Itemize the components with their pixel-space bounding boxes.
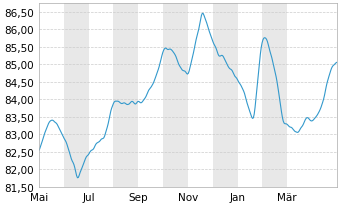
Bar	[113, 4, 138, 187]
Bar	[262, 4, 287, 187]
Bar	[212, 4, 238, 187]
Bar	[163, 4, 188, 187]
Bar	[63, 4, 89, 187]
